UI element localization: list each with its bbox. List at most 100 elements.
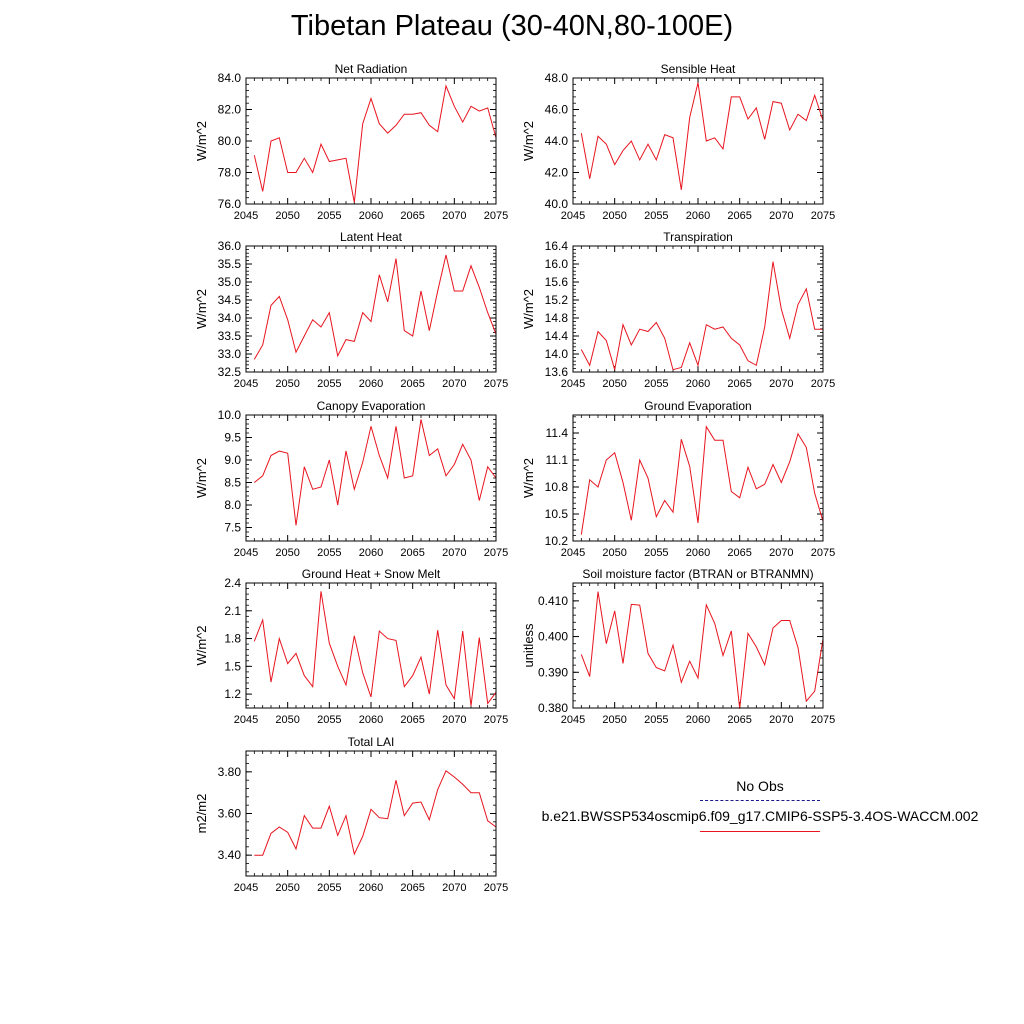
x-tick-label: 2070 [769, 210, 793, 222]
y-tick-label: 16.0 [545, 257, 569, 271]
x-tick-label: 2075 [811, 378, 835, 390]
x-tick-label: 2075 [484, 210, 508, 222]
plot-frame [245, 245, 497, 373]
x-tick-label: 2060 [686, 714, 710, 726]
x-tick-label: 2050 [275, 882, 299, 894]
y-axis-label: W/m^2 [521, 121, 536, 161]
y-tick-label: 1.8 [224, 632, 241, 646]
y-tick-label: 16.4 [545, 239, 569, 253]
x-tick-label: 2060 [686, 547, 710, 559]
legend-obs-line [700, 800, 820, 801]
y-tick-label: 2.4 [224, 576, 241, 590]
x-tick-label: 2055 [317, 210, 341, 222]
x-tick-label: 2065 [727, 210, 751, 222]
x-tick-label: 2070 [442, 714, 466, 726]
x-tick-label: 2045 [234, 547, 258, 559]
y-tick-label: 33.0 [218, 347, 242, 361]
y-axis-label: m2/m2 [194, 794, 209, 834]
series-line [253, 591, 497, 707]
y-tick-label: 78.0 [218, 166, 242, 180]
chart-title: Ground Heat + Snow Melt [302, 567, 441, 581]
y-tick-label: 10.2 [545, 534, 569, 548]
y-tick-label: 10.5 [545, 507, 569, 521]
y-tick-label: 10.0 [218, 408, 242, 422]
x-tick-label: 2075 [484, 378, 508, 390]
y-tick-label: 36.0 [218, 239, 242, 253]
x-tick-label: 2075 [811, 714, 835, 726]
chart-panel: Latent Heat W/m^2 2045 2050 2055 2060 2065 2070… [194, 230, 508, 390]
chart-title: Total LAI [348, 735, 395, 749]
x-tick-label: 2070 [442, 882, 466, 894]
x-tick-label: 2045 [234, 714, 258, 726]
y-tick-label: 3.40 [218, 848, 242, 862]
x-tick-label: 2065 [727, 378, 751, 390]
x-tick-label: 2050 [602, 378, 626, 390]
x-tick-label: 2055 [317, 378, 341, 390]
y-tick-label: 9.5 [224, 431, 241, 445]
x-tick-label: 2050 [275, 714, 299, 726]
x-tick-label: 2075 [811, 210, 835, 222]
x-tick-label: 2050 [602, 547, 626, 559]
y-tick-label: 14.4 [545, 329, 569, 343]
plot-frame [572, 414, 824, 542]
chart-title: Latent Heat [340, 230, 403, 244]
x-tick-label: 2055 [317, 714, 341, 726]
x-tick-label: 2045 [234, 210, 258, 222]
series-line [580, 261, 823, 371]
x-tick-label: 2070 [442, 210, 466, 222]
y-tick-label: 76.0 [218, 197, 242, 211]
x-tick-label: 2075 [484, 882, 508, 894]
x-tick-label: 2060 [359, 378, 383, 390]
series-line [580, 82, 824, 190]
chart-panel: Sensible Heat W/m^2 2045 2050 2055 2060 2065 20… [521, 62, 835, 222]
chart-panel: Canopy Evaporation W/m^2 2045 2050 2055 2060 2… [194, 399, 508, 559]
x-tick-label: 2045 [234, 882, 258, 894]
y-tick-label: 8.5 [224, 476, 241, 490]
y-tick-label: 13.6 [545, 365, 569, 379]
x-tick-label: 2065 [400, 882, 424, 894]
y-tick-label: 44.0 [545, 134, 569, 148]
chart-panel: Net Radiation W/m^2 2045 2050 2055 2060 2065 20… [194, 62, 508, 222]
y-tick-label: 14.0 [545, 347, 569, 361]
y-tick-label: 0.400 [538, 630, 568, 644]
y-tick-label: 2.1 [224, 604, 241, 618]
y-tick-label: 8.0 [224, 498, 241, 512]
plot-frame [245, 750, 497, 877]
y-axis-label: W/m^2 [521, 289, 536, 329]
y-tick-label: 0.410 [538, 594, 568, 608]
legend-model-label: b.e21.BWSSP534oscmip6.f09_g17.CMIP6-SSP5… [541, 808, 979, 824]
y-tick-label: 35.0 [218, 275, 242, 289]
x-tick-label: 2060 [359, 882, 383, 894]
series-line [253, 84, 497, 203]
chart-panel: Transpiration W/m^2 2045 2050 2055 2060 2065 20… [521, 230, 835, 390]
y-tick-label: 84.0 [218, 71, 242, 85]
plot-frame [572, 582, 824, 709]
y-tick-label: 10.8 [545, 480, 569, 494]
x-tick-label: 2065 [727, 547, 751, 559]
x-tick-label: 2075 [484, 714, 508, 726]
x-tick-label: 2050 [602, 210, 626, 222]
x-tick-label: 2070 [442, 378, 466, 390]
y-tick-label: 1.5 [224, 659, 241, 673]
y-tick-label: 46.0 [545, 103, 569, 117]
chart-title: Sensible Heat [661, 62, 736, 76]
chart-title: Net Radiation [335, 62, 408, 76]
x-tick-label: 2055 [644, 547, 668, 559]
x-tick-label: 2060 [359, 547, 383, 559]
chart-title: Ground Evaporation [644, 399, 751, 413]
y-tick-label: 0.380 [538, 701, 568, 715]
y-tick-label: 34.5 [218, 293, 242, 307]
y-tick-label: 11.4 [546, 426, 569, 440]
y-tick-label: 15.2 [545, 293, 569, 307]
y-tick-label: 1.2 [224, 687, 241, 701]
x-tick-label: 2055 [644, 378, 668, 390]
chart-panel: Soil moisture factor (BTRAN or BTRANMN) u… [521, 567, 835, 726]
y-axis-label: W/m^2 [521, 458, 536, 498]
chart-panel: Total LAI m2/m2 2045 2050 2055 2060 2065 2070 20… [194, 735, 508, 894]
x-tick-label: 2045 [561, 714, 585, 726]
x-tick-label: 2065 [400, 714, 424, 726]
x-tick-label: 2050 [275, 547, 299, 559]
y-tick-label: 0.390 [538, 665, 568, 679]
y-tick-label: 11.1 [546, 453, 569, 467]
